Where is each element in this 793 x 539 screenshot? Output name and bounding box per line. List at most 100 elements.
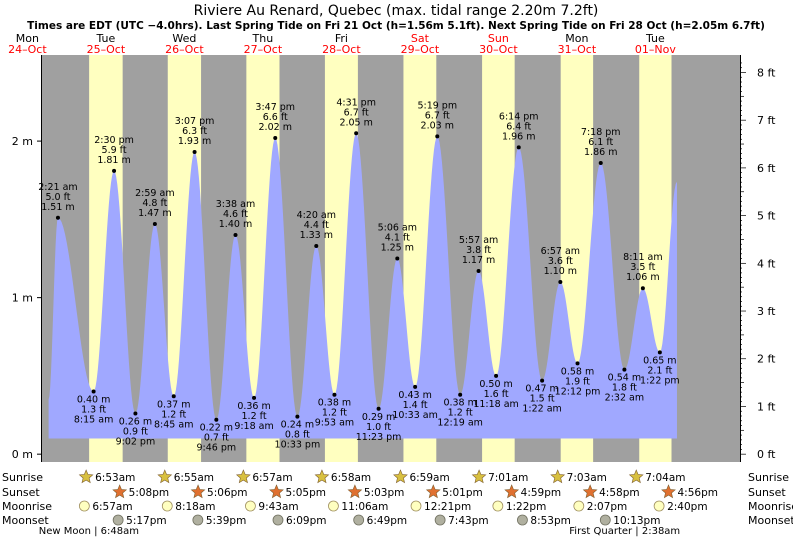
right-tick-label-1: 1 ft [757, 400, 776, 413]
tide-label-11-time: 10:33 pm [275, 440, 321, 451]
tide-point-24 [558, 279, 563, 284]
tide-label-29-m: 0.65 m [643, 355, 676, 366]
tide-label-2-time: 2:30 pm [94, 135, 134, 146]
tide-point-4 [152, 222, 157, 227]
tide-label-1-time: 8:15 am [74, 415, 113, 426]
moonrise-icon-6 [573, 500, 585, 512]
tide-label-7-ft: 0.7 ft [204, 433, 229, 444]
moonset-icon-5 [517, 514, 528, 526]
tide-label-3-m: 0.26 m [119, 416, 152, 427]
tide-label-13-ft: 1.2 ft [322, 408, 347, 419]
sunset-time-4: 5:01pm [442, 487, 482, 499]
tide-label-14-m: 2.05 m [339, 117, 372, 128]
tide-label-21-m: 0.50 m [479, 379, 512, 390]
tide-label-5-time: 8:45 am [154, 419, 193, 430]
tide-label-8-m: 1.40 m [219, 219, 252, 230]
moonrise-icon-2 [245, 500, 256, 512]
day-date-1: 25–Oct [87, 43, 126, 56]
tide-point-26 [598, 161, 603, 166]
tide-label-4-ft: 4.8 ft [142, 198, 167, 209]
sunset-row-label-right: Sunset [748, 486, 786, 499]
moonrise-icon-4 [410, 500, 422, 512]
sunrise-icon-4 [393, 469, 408, 484]
moonrise-time-7: 2:40pm [667, 501, 707, 513]
tide-label-25-time: 12:12 pm [555, 386, 601, 397]
moonrise-row-label-right: Moonrise [748, 500, 793, 513]
tide-point-13 [332, 392, 337, 397]
tide-label-28-ft: 3.5 ft [630, 262, 655, 273]
moonrise-time-6: 2:07pm [587, 501, 627, 513]
day-name-7: Mon [565, 32, 588, 45]
right-tick-label-4: 4 ft [757, 257, 776, 270]
tide-label-15-m: 0.29 m [362, 412, 395, 423]
left-axis: 0 m 1 m 2 m [12, 55, 42, 462]
day-date-7: 31–Oct [558, 43, 597, 56]
moon-phase-label-1: First Quarter | 2:38am [569, 526, 680, 537]
sunrise-time-1: 6:55am [174, 472, 214, 484]
moonset-time-4: 7:43pm [448, 515, 488, 527]
moonset-time-2: 6:09pm [286, 515, 326, 527]
day-date-0: 24–Oct [8, 43, 47, 56]
tide-label-22-ft: 6.4 ft [506, 121, 531, 132]
tide-label-7-time: 9:46 pm [197, 443, 237, 454]
sunrise-icon-7 [628, 469, 644, 484]
tide-label-16-time: 5:06 am [378, 223, 417, 234]
tide-point-29 [657, 350, 662, 355]
sunrise-time-5: 7:01am [488, 472, 528, 484]
sunset-icon-4 [425, 484, 441, 499]
tide-label-19-ft: 1.2 ft [448, 408, 473, 419]
moonset-icon-6 [599, 514, 611, 526]
tide-label-7-m: 0.22 m [200, 423, 233, 434]
tide-label-8-ft: 4.6 ft [223, 209, 248, 220]
tide-point-1 [91, 389, 96, 394]
tide-point-14 [354, 131, 359, 136]
sunrise-time-6: 7:03am [567, 472, 607, 484]
moonset-time-6: 10:13pm [613, 515, 660, 527]
tide-label-18-m: 2.03 m [421, 120, 454, 131]
tide-label-14-ft: 6.7 ft [344, 107, 369, 118]
right-tick-label-8: 8 ft [757, 66, 776, 79]
right-tick-label-6: 6 ft [757, 162, 776, 175]
right-axis: 0 ft 1 ft 2 ft 3 ft 4 ft 5 ft 6 ft 7 ft 8 ft [740, 55, 776, 462]
tide-label-27-time: 2:32 am [605, 393, 644, 404]
sunrise-icon-2 [235, 469, 251, 484]
moonset-time-5: 8:53pm [530, 515, 570, 527]
left-tick-label-2: 2 m [12, 135, 33, 148]
tide-point-15 [376, 406, 381, 411]
tide-label-17-ft: 1.4 ft [403, 400, 428, 411]
sunrise-icon-5 [471, 469, 487, 484]
tide-point-17 [413, 384, 418, 389]
moonset-icon-2 [272, 514, 284, 526]
tide-label-15-time: 11:23 pm [356, 432, 402, 443]
day-name-2: Wed [172, 32, 196, 45]
tide-label-20-m: 1.17 m [462, 255, 495, 266]
day-date-3: 27–Oct [244, 43, 283, 56]
moonrise-time-4: 12:21pm [424, 501, 471, 513]
moonset-time-0: 5:17pm [126, 515, 166, 527]
tide-label-6-m: 1.93 m [178, 136, 211, 147]
sunset-icon-2 [269, 484, 284, 499]
tide-point-27 [622, 367, 627, 372]
tide-label-27-m: 0.54 m [608, 373, 641, 384]
sunset-time-3: 5:03pm [364, 487, 404, 499]
tide-point-7 [214, 417, 219, 422]
sunrise-row-label-left: Sunrise [2, 471, 43, 484]
day-date-4: 28–Oct [322, 43, 361, 56]
day-name-4: Fri [335, 32, 348, 45]
day-name-6: Sun [488, 32, 509, 45]
moonrise-time-0: 6:57am [92, 501, 132, 513]
tide-label-15-ft: 1.0 ft [366, 422, 391, 433]
sunset-row-label-left: Sunset [2, 486, 40, 499]
tide-label-21-ft: 1.6 ft [484, 389, 509, 400]
tide-label-16-m: 1.25 m [381, 243, 414, 254]
tide-label-11-ft: 0.8 ft [285, 430, 310, 441]
tide-point-0 [55, 215, 60, 220]
moonset-row-label-left: Moonset [2, 514, 49, 527]
moonset-time-3: 6:49pm [367, 515, 407, 527]
tide-label-29-ft: 2.1 ft [647, 365, 672, 376]
tide-label-19-time: 12:19 am [437, 418, 482, 429]
sunrise-icon-1 [157, 469, 173, 484]
tide-point-11 [295, 414, 300, 419]
moonrise-icon-7 [653, 500, 665, 512]
